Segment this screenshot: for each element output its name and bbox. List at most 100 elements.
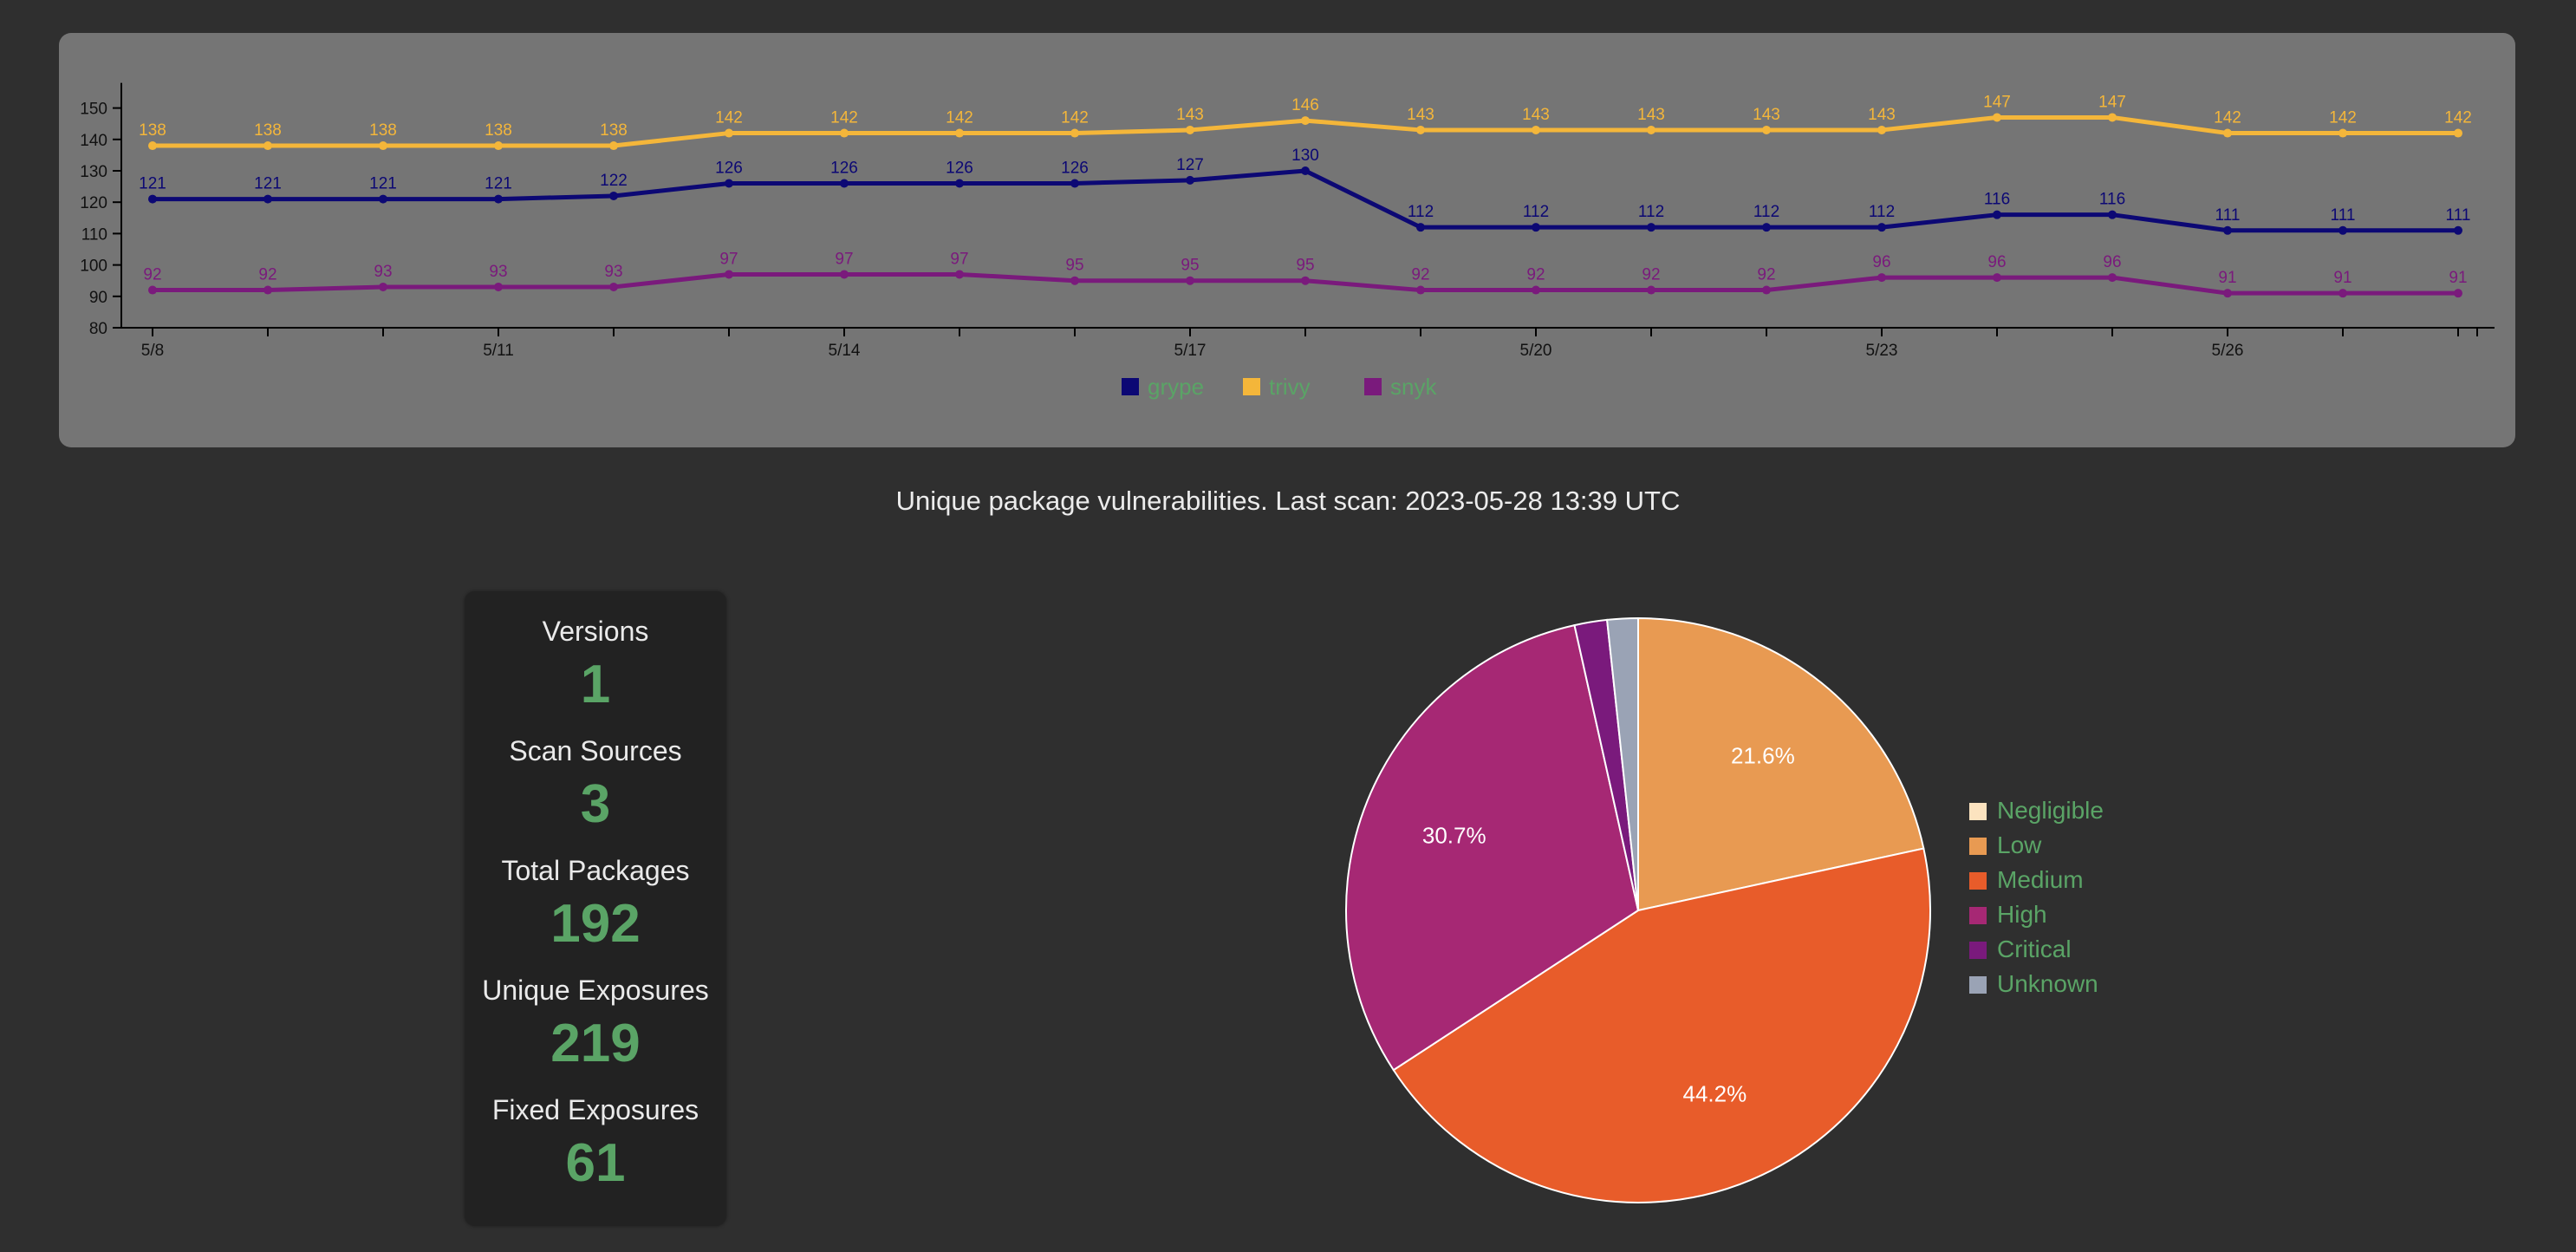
- data-point-trivy: [1416, 125, 1425, 134]
- data-label-trivy: 143: [1407, 106, 1434, 124]
- data-label-grype: 121: [139, 175, 166, 193]
- data-point-snyk: [1877, 273, 1886, 283]
- stat-label: Fixed Exposures: [491, 1094, 699, 1125]
- data-label-trivy: 138: [600, 121, 628, 140]
- y-tick-label: 110: [81, 225, 107, 244]
- data-point-snyk: [1301, 276, 1310, 285]
- data-label-trivy: 147: [2098, 93, 2126, 111]
- data-label-grype: 112: [1408, 203, 1434, 221]
- pie-slice-high[interactable]: [1345, 623, 1640, 1072]
- data-point-trivy: [1186, 125, 1194, 134]
- legend-label-unknown[interactable]: Unknown: [1997, 970, 2098, 997]
- data-label-trivy: 143: [1637, 106, 1665, 124]
- pie-slice-unknown[interactable]: [1605, 616, 1639, 911]
- data-point-snyk: [379, 282, 387, 291]
- data-label-grype: 111: [2215, 206, 2241, 225]
- pie-slice-medium[interactable]: [1392, 847, 1931, 1203]
- legend-swatch-negligible[interactable]: [1969, 803, 1987, 820]
- legend-label-grype[interactable]: grype: [1148, 374, 1204, 400]
- stat-value: 1: [580, 655, 611, 714]
- data-label-trivy: 138: [139, 121, 166, 140]
- data-point-snyk: [1762, 285, 1771, 295]
- data-point-grype: [2108, 210, 2117, 219]
- data-label-snyk: 96: [2103, 253, 2121, 271]
- line-chart: 80 90 100 110 120 130 140 150 5/8 5/11 5/14 5/17 5/2…: [80, 82, 2495, 400]
- data-point-trivy: [609, 141, 618, 151]
- x-tick-label: 5/26: [2212, 342, 2244, 360]
- pie-data-label: 30.7%: [1422, 823, 1486, 849]
- data-label-trivy: 143: [1176, 106, 1204, 124]
- stat-value: 192: [550, 894, 641, 954]
- stats-card: Versions 1 Scan Sources 3 Total Packages…: [465, 591, 726, 1226]
- legend-swatch-grype[interactable]: [1122, 378, 1139, 395]
- data-point-grype: [1993, 210, 2001, 219]
- data-point-snyk: [725, 270, 733, 279]
- data-point-snyk: [148, 285, 157, 295]
- data-label-grype: 112: [1753, 203, 1779, 221]
- y-tick-label: 130: [80, 163, 107, 181]
- data-point-snyk: [840, 270, 849, 279]
- legend-swatch-unknown[interactable]: [1969, 976, 1987, 994]
- data-label-grype: 126: [715, 159, 743, 177]
- legend-label-negligible[interactable]: Negligible: [1997, 797, 2104, 824]
- data-label-grype: 126: [946, 159, 973, 177]
- legend-label-medium[interactable]: Medium: [1997, 866, 2084, 893]
- legend-label-high[interactable]: High: [1997, 901, 2047, 928]
- data-point-trivy: [1877, 125, 1886, 134]
- data-point-trivy: [840, 128, 849, 138]
- data-label-snyk: 93: [489, 263, 507, 281]
- data-point-grype: [725, 179, 733, 188]
- data-label-trivy: 138: [485, 121, 512, 140]
- data-label-trivy: 138: [369, 121, 397, 140]
- legend-swatch-high[interactable]: [1969, 907, 1987, 924]
- stat-value: 3: [580, 774, 611, 834]
- data-point-grype: [1070, 179, 1079, 188]
- legend-label-trivy[interactable]: trivy: [1269, 374, 1311, 400]
- data-point-trivy: [725, 128, 733, 138]
- data-point-trivy: [1993, 113, 2001, 122]
- data-label-grype: 130: [1291, 147, 1319, 165]
- legend-label-low[interactable]: Low: [1997, 831, 2042, 858]
- pie-slice-low[interactable]: [1637, 616, 1925, 912]
- data-point-snyk: [955, 270, 964, 279]
- stat-fixed-exposures: Fixed Exposures 61: [492, 1092, 699, 1212]
- y-tick-label: 100: [80, 258, 107, 276]
- legend-swatch-low[interactable]: [1969, 838, 1987, 855]
- data-point-trivy: [1532, 125, 1540, 134]
- data-label-snyk: 92: [1757, 266, 1775, 284]
- data-label-snyk: 91: [2218, 269, 2236, 287]
- data-label-snyk: 95: [1065, 257, 1083, 275]
- legend-swatch-critical[interactable]: [1969, 942, 1987, 959]
- legend-swatch-trivy[interactable]: [1243, 378, 1260, 395]
- data-point-grype: [1416, 223, 1425, 232]
- data-label-snyk: 96: [1987, 253, 2006, 271]
- data-label-grype: 122: [600, 172, 628, 190]
- data-label-trivy: 142: [830, 109, 858, 127]
- data-point-grype: [148, 194, 157, 204]
- legend-label-critical[interactable]: Critical: [1997, 936, 2072, 962]
- data-label-trivy: 143: [1522, 106, 1550, 124]
- data-label-grype: 111: [2446, 206, 2471, 225]
- data-label-snyk: 93: [604, 263, 622, 281]
- data-point-snyk: [2454, 289, 2462, 298]
- data-label-snyk: 97: [719, 250, 738, 268]
- stat-label: Total Packages: [501, 855, 690, 886]
- stat-total-packages: Total Packages 192: [501, 853, 689, 973]
- legend-label-snyk[interactable]: snyk: [1390, 374, 1437, 400]
- data-label-grype: 116: [1984, 191, 2010, 209]
- legend-swatch-medium[interactable]: [1969, 872, 1987, 890]
- data-label-snyk: 91: [2333, 269, 2352, 287]
- data-point-trivy: [955, 128, 964, 138]
- data-point-trivy: [148, 141, 157, 151]
- stat-value: 61: [565, 1133, 626, 1193]
- data-point-grype: [2223, 225, 2232, 235]
- data-point-snyk: [2339, 289, 2347, 298]
- legend-swatch-snyk[interactable]: [1364, 378, 1382, 395]
- data-label-trivy: 142: [946, 109, 973, 127]
- data-label-trivy: 142: [2329, 109, 2357, 127]
- data-label-snyk: 92: [1411, 266, 1429, 284]
- data-point-trivy: [2339, 128, 2347, 138]
- data-point-trivy: [263, 141, 272, 151]
- x-tick-label: 5/23: [1866, 342, 1898, 360]
- data-label-trivy: 146: [1291, 96, 1319, 114]
